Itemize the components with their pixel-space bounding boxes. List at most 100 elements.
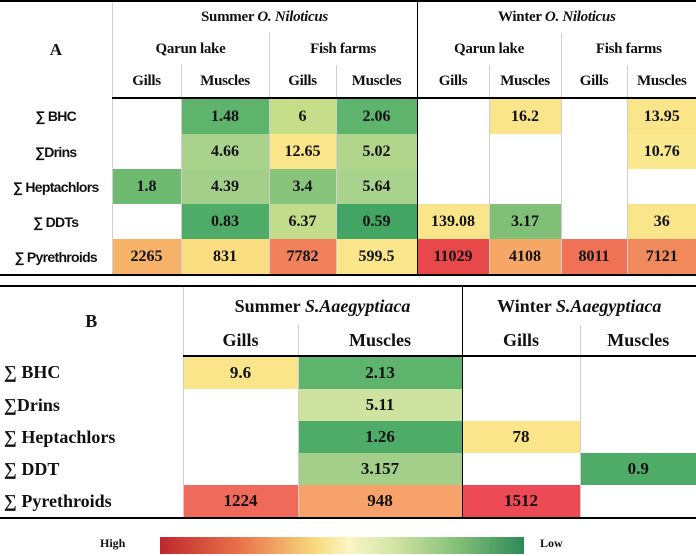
row-label: ∑ Pyrethroids xyxy=(0,239,112,276)
row-label: ∑Drins xyxy=(4,394,60,415)
value-cell: 4108 xyxy=(488,239,561,276)
value-cell: 6.37 xyxy=(268,204,336,239)
value-cell xyxy=(111,204,181,239)
col-header-muscles: Muscles xyxy=(180,65,269,99)
value-cell xyxy=(626,169,696,204)
value-cell xyxy=(579,356,696,389)
value-cell: 7121 xyxy=(626,239,696,276)
site-header-winter-farms: Fish farms xyxy=(560,33,696,65)
table-row: ∑ Heptachlors 1.8 4.39 3.4 5.64 xyxy=(0,169,696,204)
value-cell: 948 xyxy=(297,485,462,519)
row-label: ∑ BHC xyxy=(4,362,61,382)
value-cell xyxy=(416,169,489,204)
value-cell: 11029 xyxy=(416,239,489,276)
color-legend: High Low xyxy=(0,532,696,554)
value-cell xyxy=(182,453,298,485)
row-label: ∑ Heptachlors xyxy=(12,178,99,195)
value-cell: 139.08 xyxy=(416,204,489,239)
value-cell: 1224 xyxy=(182,485,298,519)
col-header-gills: Gills xyxy=(111,65,181,99)
value-cell xyxy=(579,421,696,453)
value-cell xyxy=(111,134,181,169)
value-cell: 0.9 xyxy=(579,453,696,485)
value-cell: 0.83 xyxy=(180,204,269,239)
value-cell xyxy=(488,169,561,204)
group-header-winter: Winter S.Aaegyptiaca xyxy=(461,285,696,325)
value-cell: 1512 xyxy=(461,485,580,519)
col-header-gills: Gills xyxy=(416,65,489,99)
value-cell: 3.4 xyxy=(268,169,336,204)
value-cell: 1.8 xyxy=(111,169,181,204)
value-cell xyxy=(560,204,627,239)
group-header-winter: Winter O. Niloticus xyxy=(416,0,696,33)
table-row: ∑ Heptachlors 1.26 78 xyxy=(0,421,696,453)
col-header-muscles: Muscles xyxy=(335,65,417,99)
col-header-gills: Gills xyxy=(268,65,336,99)
value-cell xyxy=(560,134,627,169)
panel-label-b: B xyxy=(0,285,183,356)
col-header-gills: Gills xyxy=(182,325,298,357)
value-cell: 78 xyxy=(461,421,580,453)
table-row: ∑Drins 4.66 12.65 5.02 10.76 xyxy=(0,134,696,169)
value-cell: 831 xyxy=(180,239,269,276)
value-cell xyxy=(579,389,696,421)
col-header-muscles: Muscles xyxy=(626,65,696,99)
row-label: ∑ DDT xyxy=(4,458,60,479)
value-cell xyxy=(560,98,627,134)
site-header-winter-qarun: Qarun lake xyxy=(416,33,561,65)
value-cell: 12.65 xyxy=(268,134,336,169)
row-label: ∑Drins xyxy=(34,143,77,160)
value-cell: 2.13 xyxy=(297,356,462,389)
value-cell: 1.26 xyxy=(297,421,462,453)
group-header-summer: Summer S.Aaegyptiaca xyxy=(182,285,462,325)
site-header-summer-farms: Fish farms xyxy=(268,33,417,65)
table-row: ∑Drins 5.11 xyxy=(0,389,696,421)
value-cell: 1.48 xyxy=(180,98,269,134)
col-header-gills: Gills xyxy=(461,325,580,357)
value-cell: 5.64 xyxy=(335,169,417,204)
value-cell: 7782 xyxy=(268,239,336,276)
table-row: ∑ Pyrethroids 1224 948 1512 xyxy=(0,485,696,519)
site-header-summer-qarun: Qarun lake xyxy=(111,33,269,65)
value-cell: 599.5 xyxy=(335,239,417,276)
value-cell xyxy=(461,356,580,389)
table-row: ∑ DDTs 0.83 6.37 0.59 139.08 3.17 36 xyxy=(0,204,696,239)
value-cell: 0.59 xyxy=(335,204,417,239)
legend-high-label: High xyxy=(100,536,126,550)
value-cell: 4.66 xyxy=(180,134,269,169)
value-cell: 4.39 xyxy=(180,169,269,204)
col-header-muscles: Muscles xyxy=(488,65,561,99)
row-label: ∑ DDTs xyxy=(33,213,79,230)
col-header-muscles: Muscles xyxy=(579,325,696,357)
value-cell xyxy=(182,389,298,421)
value-cell xyxy=(416,134,489,169)
value-cell xyxy=(461,453,580,485)
value-cell xyxy=(461,389,580,421)
panel-label-a: A xyxy=(0,0,112,98)
value-cell xyxy=(579,485,696,519)
group-header-summer: Summer O. Niloticus xyxy=(111,0,417,33)
legend-gradient-bar xyxy=(160,537,524,554)
table-row: ∑ DDT 3.157 0.9 xyxy=(0,453,696,485)
value-cell: 16.2 xyxy=(488,98,561,134)
value-cell: 3.17 xyxy=(488,204,561,239)
value-cell: 3.157 xyxy=(297,453,462,485)
col-header-gills: Gills xyxy=(560,65,627,99)
table-row: ∑ BHC 1.48 6 2.06 16.2 13.95 xyxy=(0,98,696,134)
value-cell xyxy=(488,134,561,169)
value-cell xyxy=(111,98,181,134)
value-cell: 9.6 xyxy=(182,356,298,389)
row-label: ∑ Pyrethroids xyxy=(0,485,183,519)
col-header-muscles: Muscles xyxy=(297,325,462,357)
value-cell: 8011 xyxy=(560,239,627,276)
table-a: A Summer O. Niloticus Winter O. Niloticu… xyxy=(0,0,696,276)
table-b: B Summer S.Aaegyptiaca Winter S.Aaegypti… xyxy=(0,285,696,519)
legend-low-label: Low xyxy=(540,536,563,550)
value-cell: 13.95 xyxy=(626,98,696,134)
table-row: ∑ Pyrethroids 2265 831 7782 599.5 11029 4108 80… xyxy=(0,239,696,276)
row-label: ∑ BHC xyxy=(35,108,77,124)
row-label: ∑ Heptachlors xyxy=(4,426,116,447)
value-cell xyxy=(416,98,489,134)
value-cell: 6 xyxy=(268,98,336,134)
value-cell xyxy=(182,421,298,453)
